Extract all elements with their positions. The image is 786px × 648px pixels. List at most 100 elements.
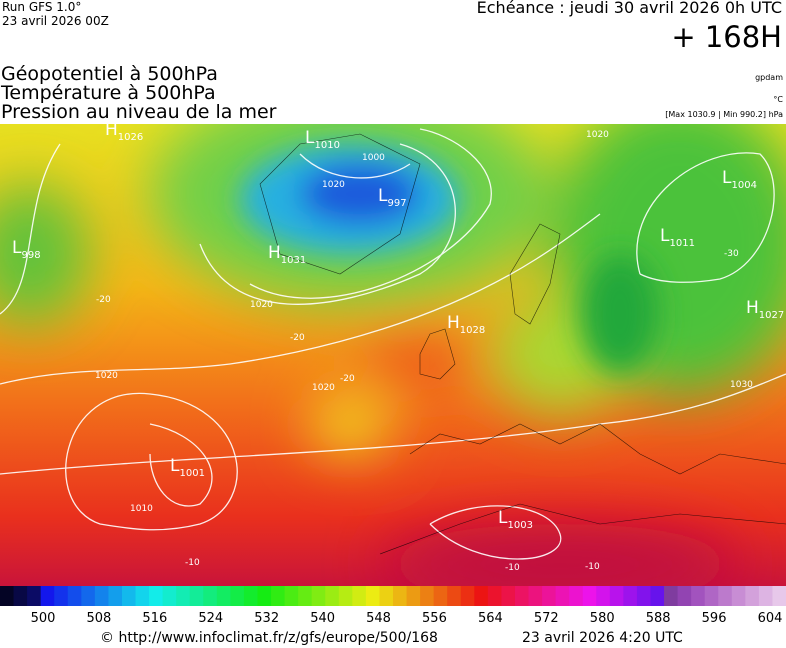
title: Géopotentiel à 500hPa <box>1 63 218 85</box>
colorbar-tick: 556 <box>422 611 447 626</box>
center-letter: H <box>268 243 281 263</box>
run: Run GFS 1.0° <box>2 0 82 14</box>
center-letter: H <box>105 120 118 140</box>
colorbar-swatch <box>704 586 719 606</box>
colorbar-swatch <box>664 586 679 606</box>
contour-label: 1020 <box>250 300 273 310</box>
colorbar-swatch <box>420 586 435 606</box>
colorbar-swatch <box>230 586 245 606</box>
pressure-center: L1004 <box>722 170 757 194</box>
colorbar-tick: 516 <box>142 611 168 626</box>
center-value: 1026 <box>117 132 144 143</box>
colorbar-swatch <box>609 586 624 606</box>
contour-label: 1020 <box>322 180 345 190</box>
unit: °C <box>773 95 783 104</box>
colorbar-swatch <box>108 586 123 606</box>
contour-label: -20 <box>96 295 111 305</box>
contour-label: -20 <box>340 374 355 384</box>
colorbar-swatch <box>650 586 665 606</box>
center-value: 1027 <box>758 310 785 321</box>
center-value: 1010 <box>314 140 340 151</box>
contour-label: -10 <box>185 558 200 568</box>
colorbar-swatch <box>691 586 706 606</box>
colorbar-swatch <box>311 586 326 606</box>
colorbar-swatch <box>623 586 638 606</box>
colorbar-swatch <box>243 586 258 606</box>
pressure-center: L997 <box>378 188 407 212</box>
colorbar-swatch <box>569 586 584 606</box>
colorbar-swatch <box>528 586 543 606</box>
colorbar-swatch <box>81 586 96 606</box>
colorbar-swatch <box>352 586 367 606</box>
colorbar-swatch <box>149 586 164 606</box>
colorbar-swatch <box>474 586 489 606</box>
colorbar-swatch <box>582 586 597 606</box>
contour-label: 1030 <box>730 380 753 390</box>
colorbar-swatch <box>257 586 272 606</box>
colorbar-swatch <box>542 586 557 606</box>
colorbar-swatch <box>203 586 218 606</box>
colorbar-tick: 564 <box>477 611 503 626</box>
pressure-center: L1001 <box>170 458 205 482</box>
contour-label: -10 <box>505 563 520 573</box>
colorbar-swatch <box>393 586 408 606</box>
contour-label: 1020 <box>312 383 335 393</box>
colorbar-swatch <box>135 586 150 606</box>
pressure-center: L998 <box>12 240 41 264</box>
title: Température à 500hPa <box>1 82 216 104</box>
center-value: 1011 <box>669 238 695 249</box>
colorbar <box>0 586 786 606</box>
colorbar-swatch <box>460 586 475 606</box>
colorbar-swatch <box>54 586 69 606</box>
pressure-center: H1026 <box>105 122 143 146</box>
title: Pression au niveau de la mer <box>1 101 277 123</box>
contour-label: 1010 <box>130 504 153 514</box>
center-value: 1028 <box>459 325 486 336</box>
center-letter: L <box>722 168 732 188</box>
colorbar-swatch <box>365 586 380 606</box>
colorbar-swatch <box>758 586 773 606</box>
center-value: 998 <box>21 250 41 261</box>
colorbar-swatch <box>514 586 530 606</box>
center-letter: H <box>447 313 460 333</box>
colorbar-tick: 532 <box>254 611 280 626</box>
contour-label: 1000 <box>362 153 385 163</box>
colorbar-swatch <box>284 586 299 606</box>
colorbar-swatch <box>176 586 191 606</box>
center-letter: L <box>170 456 180 476</box>
center-value: 997 <box>387 198 407 209</box>
colorbar-swatch <box>677 586 692 606</box>
colorbar-swatch <box>67 586 82 606</box>
center-value: 1004 <box>731 180 757 191</box>
colorbar-swatch <box>636 586 651 606</box>
pressure-center: H1028 <box>447 315 485 339</box>
pressure-center: L1011 <box>660 228 695 252</box>
pressure-center: H1027 <box>746 300 784 324</box>
colorbar-tick: 604 <box>757 611 783 626</box>
colorbar-swatch <box>271 586 286 606</box>
colorbar-tick: 500 <box>30 611 56 626</box>
colorbar-tick: 508 <box>86 611 112 626</box>
colorbar-tick: 524 <box>198 611 224 626</box>
colorbar-tick: 588 <box>645 611 671 626</box>
contour-label: 1020 <box>95 371 118 381</box>
center-value: 1031 <box>280 255 307 266</box>
colorbar-swatch <box>27 586 42 606</box>
colorbar-swatch <box>298 586 313 606</box>
unit: gpdam <box>755 73 783 82</box>
contour-label: -20 <box>290 333 305 343</box>
colorbar-swatch <box>406 586 421 606</box>
colorbar-tick: 548 <box>366 611 391 626</box>
colorbar-swatch <box>94 586 109 606</box>
contour-label: 1020 <box>586 130 609 140</box>
colorbar-swatch <box>162 586 177 606</box>
contour-label: -10 <box>585 562 600 572</box>
colorbar-swatch <box>433 586 448 606</box>
run-date: 23 avril 2026 00Z <box>2 14 109 28</box>
colorbar-swatch <box>13 586 28 606</box>
colorbar-swatch <box>338 586 353 606</box>
colorbar-tick: 596 <box>701 611 727 626</box>
colorbar-tick: 580 <box>589 611 615 626</box>
horizon: + 168H <box>671 20 782 54</box>
contour-label: -30 <box>724 249 739 259</box>
